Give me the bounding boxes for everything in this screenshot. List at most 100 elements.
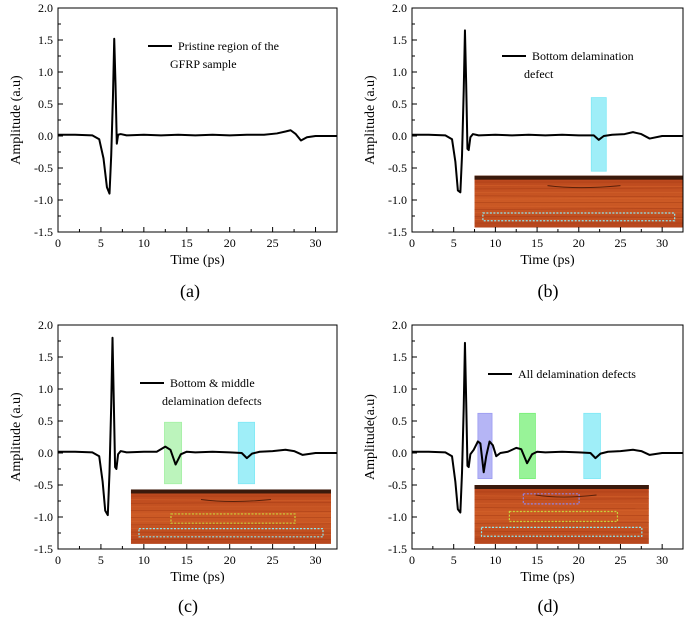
inset-grain-line	[130, 499, 331, 501]
y-tick-label: -1.5	[388, 542, 407, 556]
x-tick-label: 25	[614, 236, 626, 250]
defect-outline-1	[138, 528, 324, 538]
y-tick-label: -0.5	[34, 478, 53, 492]
y-tick-label: -1.5	[34, 225, 53, 239]
x-tick-label: 5	[98, 553, 104, 567]
x-tick-label: 5	[451, 236, 457, 250]
highlight-box-3	[583, 412, 601, 480]
y-tick-label: 0.0	[38, 446, 53, 460]
panel-label: (c)	[178, 596, 198, 617]
y-tick-label: 2.0	[392, 1, 407, 15]
x-tick-label: 5	[451, 553, 457, 567]
inset-grain-line	[474, 519, 649, 521]
inset-grain-line	[474, 208, 684, 210]
y-tick-label: 1.0	[38, 65, 53, 79]
panel-label: (b)	[538, 281, 559, 302]
x-tick-label: 15	[181, 553, 193, 567]
inset-grain-line	[474, 195, 684, 198]
inset-grain-line	[130, 501, 331, 504]
inset-top-surface	[474, 485, 649, 489]
y-tick-label: 1.5	[38, 350, 53, 364]
legend-text: Bottom & middle	[170, 376, 255, 390]
x-tick-label: 15	[181, 236, 193, 250]
inset-grain-line	[130, 531, 331, 534]
x-tick-label: 25	[614, 553, 626, 567]
inset-grain-line	[130, 523, 331, 526]
y-tick-label: -1.0	[34, 510, 53, 524]
x-tick-label: 20	[224, 553, 236, 567]
y-tick-label: -1.0	[388, 193, 407, 207]
x-tick-label: 30	[310, 236, 322, 250]
y-tick-label: 2.0	[38, 1, 53, 15]
x-axis-label: Time (ps)	[520, 253, 575, 268]
legend-text: Pristine region of the	[178, 39, 279, 53]
y-axis-label: Amplitude (a.u)	[363, 75, 378, 165]
y-tick-label: 0.5	[392, 414, 407, 428]
inset-grain-line	[474, 185, 684, 187]
y-tick-label: -0.5	[388, 161, 407, 175]
inset-grain-line	[474, 187, 684, 190]
x-tick-label: 5	[98, 236, 104, 250]
y-axis-label: Amplitude (a.u)	[9, 75, 24, 165]
y-tick-label: 1.0	[38, 382, 53, 396]
inset-grain-line	[474, 215, 684, 218]
x-tick-label: 25	[267, 236, 279, 250]
y-tick-label: 0.0	[392, 129, 407, 143]
inset-grain-line	[474, 530, 649, 533]
defect-outline-1	[480, 526, 643, 537]
x-tick-label: 15	[531, 553, 543, 567]
signal-trace	[58, 336, 337, 517]
sample-cross-section-image	[474, 175, 684, 228]
chart-panel-3: 0 5 10 15 20 25 30 -1.5 -1.0 -0.5 0.0 0.5 1.0 1.5 2.0 T…	[9, 318, 338, 617]
x-tick-label: 10	[138, 553, 150, 567]
legend-text: defect	[524, 67, 554, 81]
inset-grain-line	[474, 521, 649, 524]
x-tick-label: 0	[55, 236, 61, 250]
inset-grain-line	[130, 534, 331, 536]
y-tick-label: -1.5	[388, 225, 407, 239]
y-tick-label: -1.0	[388, 510, 407, 524]
x-tick-label: 10	[489, 236, 501, 250]
y-tick-label: 1.0	[392, 65, 407, 79]
inset-crack-line	[547, 185, 621, 189]
chart-panel-1: 0 5 10 15 20 25 30 -1.5 -1.0 -0.5 0.0 0.5 1.0 1.5 2.0 T…	[9, 1, 338, 302]
sample-cross-section-image	[474, 485, 649, 544]
y-tick-label: 0.0	[38, 129, 53, 143]
panel-label: (a)	[180, 281, 200, 302]
y-tick-label: 0.5	[38, 414, 53, 428]
x-tick-label: 15	[531, 236, 543, 250]
inset-crack-line	[535, 494, 597, 498]
inset-grain-line	[474, 218, 684, 220]
defect-outline-3	[522, 493, 580, 505]
y-tick-label: 1.5	[392, 33, 407, 47]
x-axis-label: Time (ps)	[170, 570, 225, 585]
y-tick-label: -0.5	[388, 478, 407, 492]
x-tick-label: 25	[267, 553, 279, 567]
inset-grain-line	[474, 510, 649, 512]
y-axis-label: Amplitude (a.u)	[9, 392, 24, 482]
y-tick-label: 1.0	[392, 382, 407, 396]
y-tick-label: -1.0	[34, 193, 53, 207]
signal-trace	[412, 341, 683, 514]
y-tick-label: -1.5	[34, 542, 53, 556]
highlight-box-1	[164, 421, 183, 485]
y-tick-label: 2.0	[392, 318, 407, 332]
inset-grain-line	[474, 205, 684, 208]
inset-grain-line	[130, 520, 331, 523]
x-tick-label: 10	[489, 553, 501, 567]
sample-cross-section-image	[130, 489, 331, 544]
defect-outline-2	[508, 510, 619, 523]
x-tick-label: 20	[573, 553, 585, 567]
inset-grain-line	[474, 498, 649, 501]
x-tick-label: 30	[656, 236, 668, 250]
x-axis-label: Time (ps)	[520, 570, 575, 585]
inset-grain-line	[130, 510, 331, 512]
inset-top-surface	[474, 175, 683, 180]
y-tick-label: 0.5	[38, 97, 53, 111]
legend-text: All delamination defects	[518, 367, 636, 381]
y-tick-label: 1.5	[392, 350, 407, 364]
signal-trace	[58, 37, 337, 195]
x-tick-label: 30	[310, 553, 322, 567]
y-tick-label: 0.5	[392, 97, 407, 111]
